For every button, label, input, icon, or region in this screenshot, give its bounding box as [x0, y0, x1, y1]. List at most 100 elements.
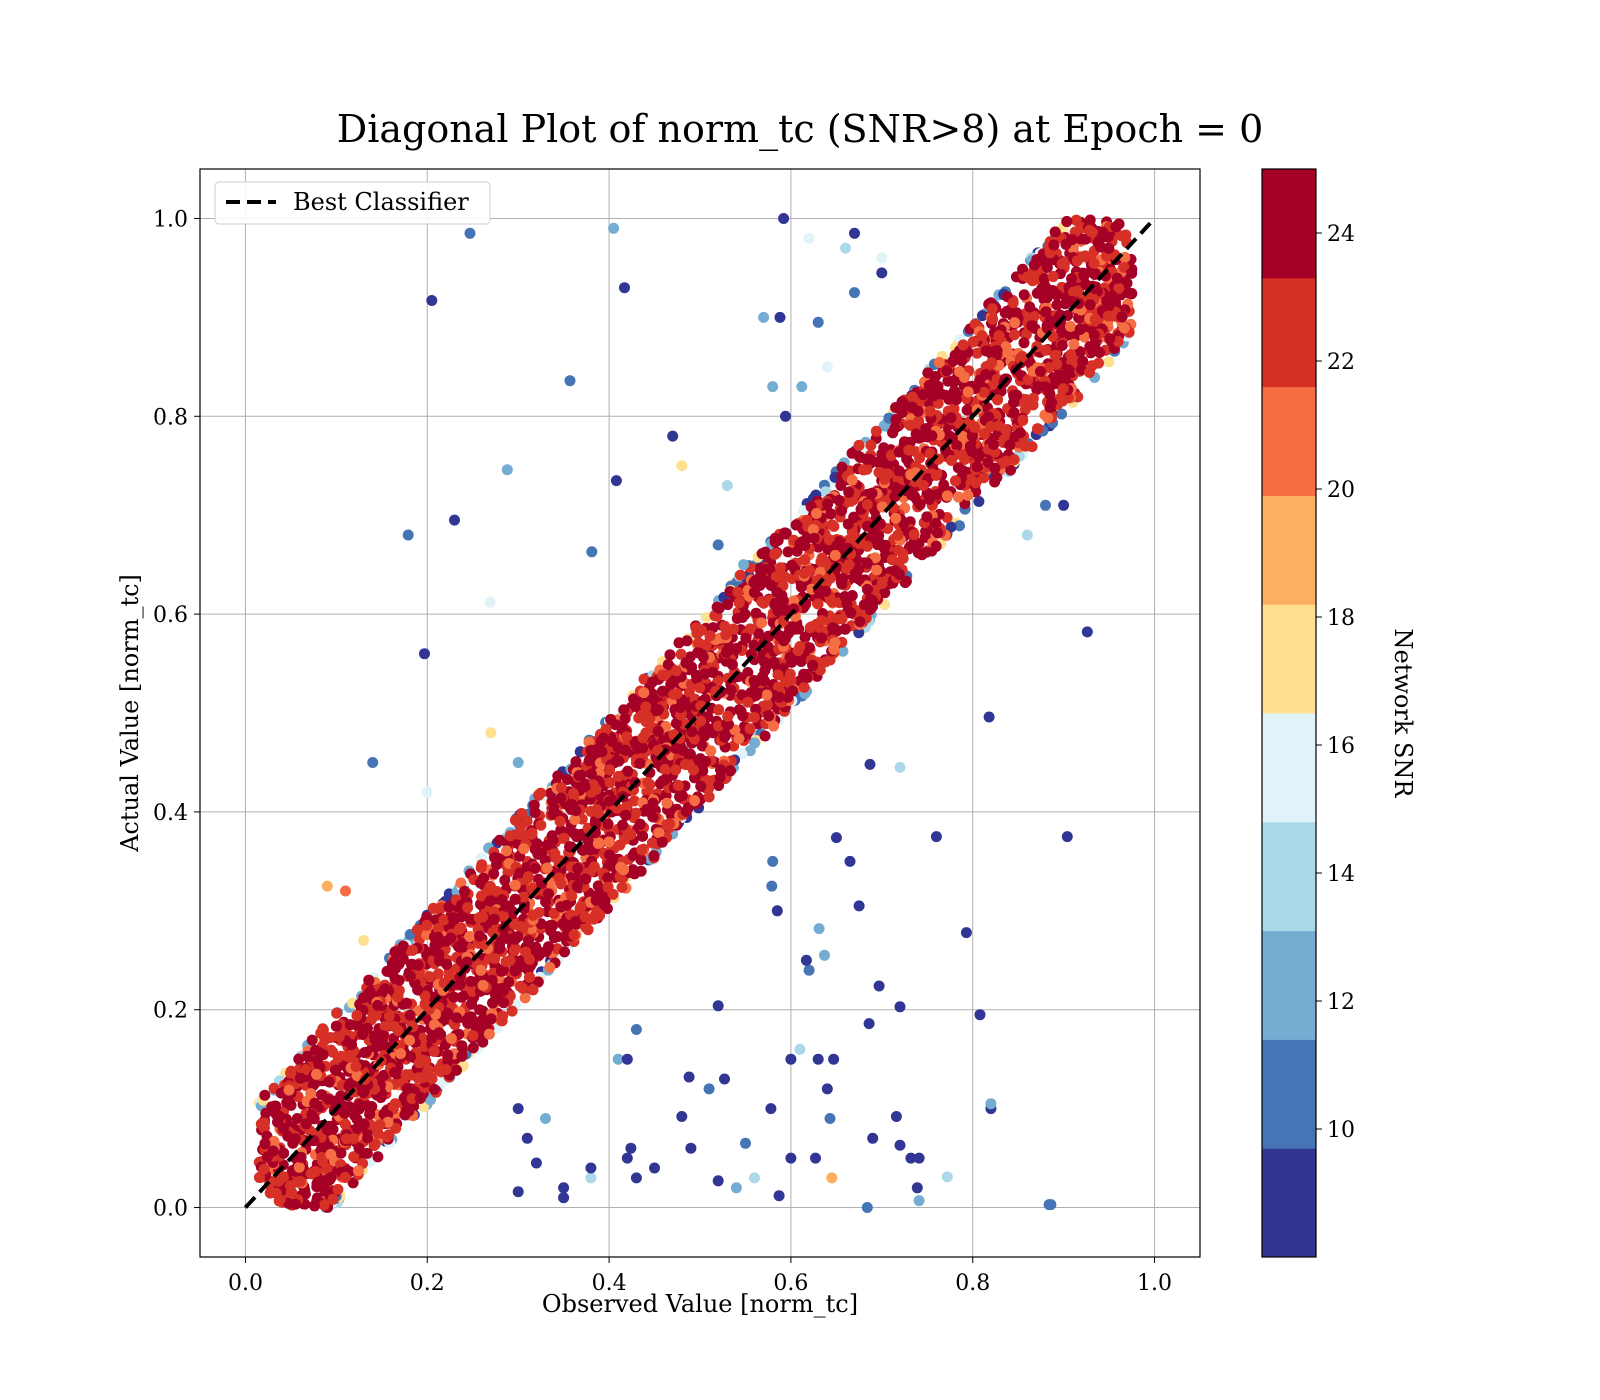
scatter-point	[953, 491, 964, 503]
scatter-point	[1051, 358, 1063, 370]
scatter-point	[447, 912, 459, 924]
scatter-point	[748, 639, 760, 651]
scatter-point	[853, 563, 865, 575]
scatter-point	[494, 834, 506, 846]
scatter-point	[393, 974, 405, 986]
scatter-point	[697, 651, 709, 663]
scatter-point	[432, 923, 444, 935]
scatter-point	[742, 696, 754, 708]
scatter-point	[495, 965, 507, 977]
scatter-point	[285, 1067, 297, 1079]
scatter-point	[769, 548, 781, 560]
scatter-point	[978, 386, 990, 398]
scatter-point	[404, 970, 416, 982]
scatter-point	[906, 401, 918, 413]
scatter-point	[952, 462, 964, 474]
scatter-point	[700, 756, 712, 768]
scatter-point	[664, 649, 676, 661]
scatter-point	[853, 627, 865, 639]
scatter-point	[843, 559, 855, 571]
scatter-point	[739, 608, 751, 620]
scatter-point	[698, 726, 710, 737]
scatter-point	[893, 465, 905, 477]
plot-area: 0.0 0.2 0.4 0.6 0.8 1.0 0.00.20.40.60.81.0	[153, 168, 1201, 1296]
scatter-point	[259, 1138, 271, 1150]
scatter-point	[756, 617, 768, 629]
scatter-point	[786, 656, 798, 668]
scatter-point	[602, 872, 614, 884]
scatter-point	[571, 880, 583, 892]
scatter-point	[509, 879, 521, 891]
scatter-point	[812, 598, 824, 610]
scatter-point	[1017, 263, 1029, 275]
scatter-point	[327, 1193, 339, 1205]
scatter-point	[569, 828, 581, 840]
scatter-point	[335, 1147, 347, 1159]
scatter-point	[592, 838, 604, 849]
scatter-point	[598, 732, 610, 744]
scatter-point	[820, 656, 831, 668]
scatter-point	[506, 1005, 518, 1017]
scatter-point	[628, 795, 640, 807]
scatter-point	[473, 912, 485, 924]
scatter-point	[372, 1151, 384, 1163]
scatter-point	[339, 1118, 351, 1130]
scatter-point	[603, 795, 615, 807]
scatter-point	[987, 313, 999, 325]
scatter-point	[726, 659, 738, 671]
scatter-point	[759, 656, 770, 668]
scatter-point	[309, 1097, 321, 1109]
scatter-point	[992, 394, 1004, 406]
scatter-point	[540, 896, 552, 908]
scatter-point	[693, 637, 705, 649]
scatter-point	[917, 479, 929, 491]
scatter-point	[947, 376, 959, 388]
scatter-point	[857, 464, 869, 476]
scatter-point	[508, 945, 520, 957]
scatter-point	[957, 339, 969, 351]
scatter-point	[433, 1027, 445, 1039]
scatter-point	[295, 1176, 306, 1187]
scatter-point	[646, 837, 658, 849]
scatter-point	[772, 534, 784, 546]
scatter-point	[1048, 239, 1060, 251]
scatter-point	[740, 632, 752, 644]
scatter-point	[945, 521, 957, 533]
scatter-point	[455, 877, 467, 889]
scatter-point	[665, 809, 677, 821]
scatter-point	[1009, 317, 1021, 329]
scatter-point	[375, 1092, 387, 1103]
scatter-point	[318, 1199, 330, 1211]
scatter-point	[523, 935, 534, 946]
scatter-point	[689, 795, 701, 807]
scatter-point	[733, 704, 745, 716]
scatter-point	[602, 818, 614, 830]
scatter-point	[854, 616, 866, 628]
scatter-point	[864, 604, 876, 616]
scatter-point	[750, 703, 762, 715]
scatter-point	[898, 518, 910, 529]
scatter-point	[445, 1033, 457, 1044]
scatter-point	[477, 939, 489, 951]
scatter-point	[932, 527, 944, 539]
scatter-point	[736, 689, 748, 701]
scatter-point	[897, 552, 909, 564]
scatter-point	[1113, 282, 1125, 294]
scatter-point	[659, 774, 671, 786]
scatter-point	[1056, 339, 1068, 351]
scatter-point	[957, 431, 969, 442]
scatter-point	[993, 420, 1005, 432]
scatter-point	[448, 991, 460, 1003]
scatter-point	[769, 597, 781, 609]
scatter-point	[395, 946, 406, 958]
scatter-point	[748, 712, 760, 723]
scatter-point	[892, 544, 904, 556]
scatter-point	[462, 902, 474, 913]
scatter-point	[1065, 320, 1076, 332]
scatter-point	[659, 763, 671, 775]
scatter-point	[670, 743, 682, 754]
scatter-point	[1061, 216, 1073, 227]
scatter-point	[316, 1089, 328, 1101]
scatter-point	[749, 737, 761, 749]
scatter-point	[289, 1198, 301, 1210]
